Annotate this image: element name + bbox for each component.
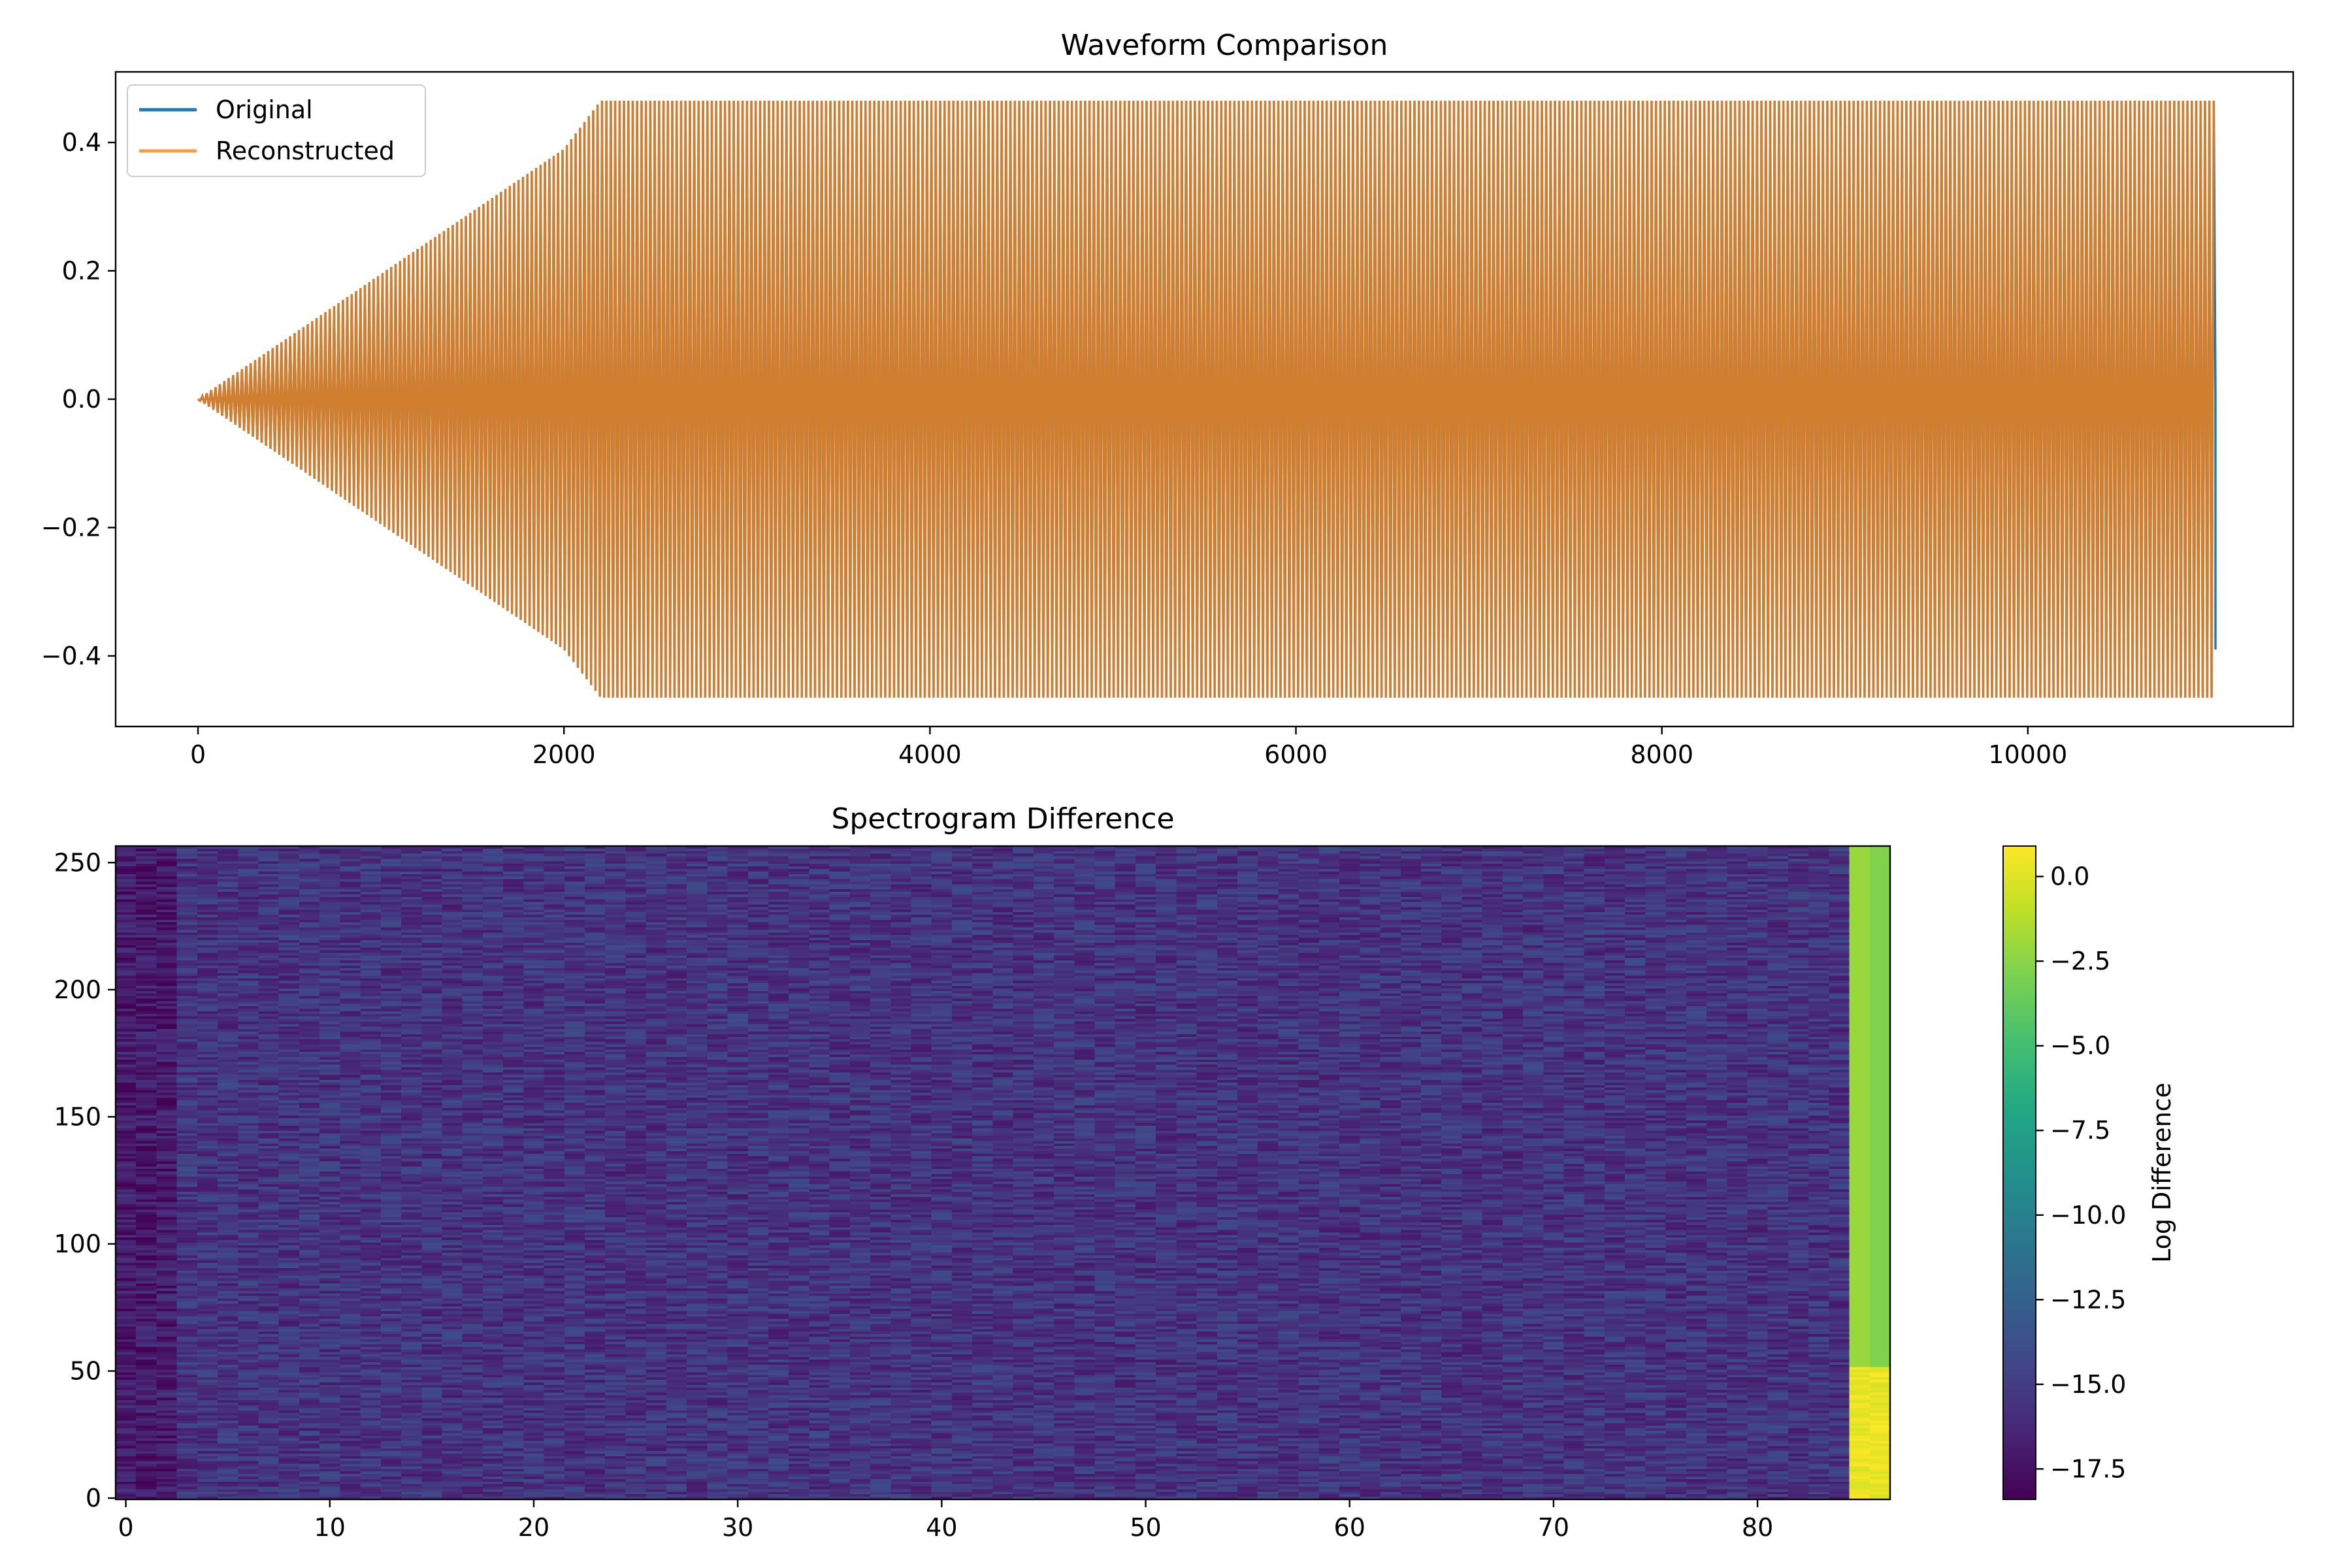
colorbar-frame	[2002, 845, 2036, 1500]
x-tick-label: 20	[518, 1513, 549, 1542]
y-tick-label: 0.2	[62, 257, 101, 286]
colorbar-tick-label: −17.5	[2050, 1454, 2126, 1483]
spectrogram-title: Spectrogram Difference	[831, 802, 1174, 836]
heatmap-image	[116, 846, 1890, 1499]
spectrogram-axes-frame	[114, 845, 1891, 1501]
x-tick-label: 30	[722, 1513, 753, 1542]
y-tick-label: 100	[54, 1230, 101, 1258]
waveform-title: Waveform Comparison	[1061, 29, 1388, 62]
colorbar-tick-label: −10.0	[2050, 1201, 2126, 1230]
colorbar-ticks: 0.0 −2.5 −5.0 −7.5 −10.0 −12.5 −15.0 −17.5	[2036, 862, 2126, 1483]
y-tick-label: 0	[86, 1484, 101, 1512]
series-line-reconstructed	[197, 101, 2215, 698]
x-tick-label: 80	[1742, 1513, 1773, 1542]
x-tick-label: 6000	[1264, 740, 1328, 769]
colorbar-tick-label: −2.5	[2050, 947, 2110, 975]
y-tick-label: −0.2	[41, 513, 101, 542]
colorbar-tick-label: −5.0	[2050, 1032, 2110, 1060]
waveform-legend: Original Reconstructed	[127, 84, 426, 177]
y-tick-label: 200	[54, 975, 101, 1004]
colorbar-tick-label: −12.5	[2050, 1285, 2126, 1314]
waveform-plot-area	[197, 101, 2217, 698]
colorbar-tick-label: −7.5	[2050, 1116, 2110, 1145]
legend-box	[127, 84, 426, 177]
spectrogram-y-axis: 0 50 100 150 200 250	[54, 848, 116, 1512]
legend-label-original: Original	[216, 95, 313, 124]
waveform-y-axis: −0.4 −0.2 0.0 0.2 0.4	[41, 128, 116, 670]
x-tick-label: 8000	[1630, 740, 1693, 769]
y-tick-label: 250	[54, 848, 101, 877]
colorbar: 0.0 −2.5 −5.0 −7.5 −10.0 −12.5 −15.0 −17.5 Log …	[2002, 845, 2176, 1500]
spectrogram-chart: Spectrogram Difference 0 10 20 30 40 50 60 70 80…	[54, 802, 2176, 1542]
waveform-chart: Waveform Comparison 0 2000 4000 6000 8000 100…	[41, 29, 2295, 769]
y-tick-label: 0.0	[62, 385, 101, 414]
spectrogram-heatmap	[116, 846, 1890, 1499]
waveform-x-axis: 0 2000 4000 6000 8000 10000	[190, 727, 2067, 769]
legend-label-reconstructed: Reconstructed	[216, 137, 395, 165]
x-tick-label: 50	[1130, 1513, 1161, 1542]
x-tick-label: 0	[118, 1513, 134, 1542]
colorbar-tick-label: −15.0	[2050, 1370, 2126, 1399]
x-tick-label: 2000	[532, 740, 596, 769]
x-tick-label: 4000	[898, 740, 962, 769]
y-tick-label: −0.4	[41, 642, 101, 670]
y-tick-label: 50	[70, 1357, 101, 1386]
x-tick-label: 40	[926, 1513, 957, 1542]
colorbar-label: Log Difference	[2148, 1083, 2176, 1263]
x-tick-label: 10000	[1988, 740, 2067, 769]
colorbar-gradient	[2003, 846, 2036, 1499]
y-tick-label: 0.4	[62, 128, 101, 157]
colorbar-tick-label: 0.0	[2050, 862, 2089, 891]
y-tick-label: 150	[54, 1102, 101, 1131]
x-tick-label: 70	[1538, 1513, 1569, 1542]
spectrogram-x-axis: 0 10 20 30 40 50 60 70 80	[118, 1499, 1773, 1542]
x-tick-label: 10	[314, 1513, 346, 1542]
x-tick-label: 0	[190, 740, 206, 769]
x-tick-label: 60	[1334, 1513, 1365, 1542]
